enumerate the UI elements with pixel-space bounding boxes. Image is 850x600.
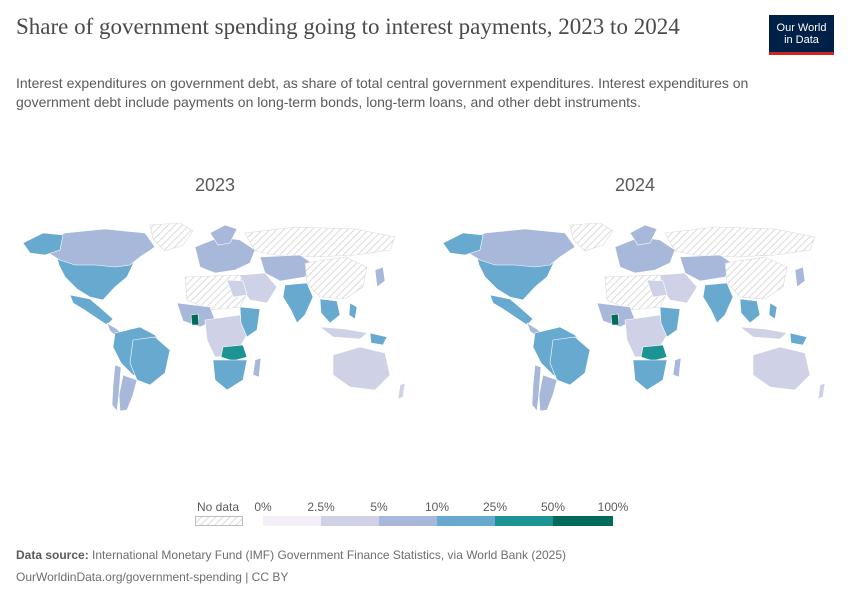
world-map-2023[interactable]: [15, 215, 415, 415]
map-title-2023: 2023: [194, 175, 236, 195]
legend-tick-2: 5%: [370, 500, 388, 514]
legend-tick-4: 25%: [482, 500, 508, 514]
legend-bin-5[interactable]: [553, 516, 613, 526]
legend-bin-4[interactable]: [495, 516, 553, 526]
chart-title: Share of government spending going to in…: [16, 14, 680, 39]
legend-bin-0[interactable]: [263, 516, 321, 526]
world-map-2024[interactable]: [435, 215, 835, 415]
legend-bin-3[interactable]: [437, 516, 495, 526]
map-title-2024: 2024: [614, 175, 656, 195]
logo-line-1: Our World: [776, 21, 827, 34]
legend-bin-2[interactable]: [379, 516, 437, 526]
source-label: Data source:: [16, 548, 89, 562]
legend-tick-6: 100%: [597, 500, 629, 514]
legend-tick-3: 10%: [424, 500, 450, 514]
legend-no-data-swatch[interactable]: [195, 516, 243, 526]
source-text: International Monetary Fund (IMF) Govern…: [92, 548, 567, 562]
legend-tick-0: 0%: [254, 500, 272, 514]
legend-bin-1[interactable]: [321, 516, 379, 526]
legend-tick-1: 2.5%: [307, 500, 335, 514]
chart-subtitle: Interest expenditures on government debt…: [16, 75, 749, 110]
footer-url[interactable]: OurWorldinData.org/government-spending |…: [16, 570, 289, 584]
legend-no-data-label: No data: [196, 500, 240, 514]
owid-logo[interactable]: Our World in Data: [769, 15, 834, 55]
legend-tick-5: 50%: [540, 500, 566, 514]
footer-source: Data source: International Monetary Fund…: [16, 548, 566, 562]
color-legend: No data 0% 2.5% 5% 10% 25% 50% 100%: [0, 498, 850, 530]
logo-line-2: in Data: [784, 33, 819, 46]
